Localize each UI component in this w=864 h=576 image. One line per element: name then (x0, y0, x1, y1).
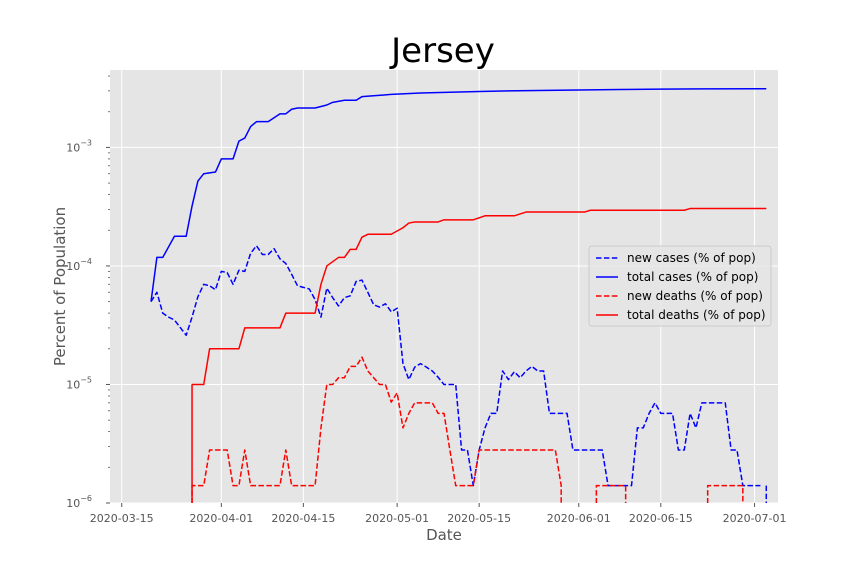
y-tick-label: 10−5 (66, 375, 92, 391)
y-tick-exponent: −3 (80, 138, 92, 147)
x-tick-label: 2020-06-15 (629, 512, 693, 525)
legend-label-new-deaths: new deaths (% of pop) (627, 289, 763, 303)
y-axis: 10−610−510−410−3 (66, 75, 110, 510)
x-axis: 2020-03-15 2020-04-01 2020-04-15 2020-05-01… (90, 503, 787, 525)
legend-frame (588, 245, 772, 327)
x-tick-label: 2020-04-15 (271, 512, 335, 525)
legend-label-new-cases: new cases (% of pop) (627, 251, 756, 265)
series-line-new-cases (150, 245, 768, 503)
legend-label-total-cases: total cases (% of pop) (627, 270, 758, 284)
x-tick-label: 2020-04-01 (189, 512, 253, 525)
y-tick-label: 10−4 (66, 257, 92, 273)
y-tick-exponent: −4 (80, 257, 92, 266)
y-tick-base: 10 (66, 378, 80, 391)
legend: new cases (% of pop) total cases (% of po… (588, 245, 772, 327)
y-tick-base: 10 (66, 260, 80, 273)
series-line-total-cases (150, 87, 767, 302)
chart-title: Jersey (389, 31, 495, 71)
y-tick-exponent: −6 (80, 494, 92, 503)
x-tick-label: 2020-06-01 (547, 512, 611, 525)
y-tick-label: 10−3 (66, 138, 92, 154)
series-line-new-deaths (191, 356, 744, 503)
legend-label-total-deaths: total deaths (% of pop) (627, 308, 766, 322)
y-tick-exponent: −5 (80, 375, 92, 384)
x-tick-label: 2020-05-15 (447, 512, 511, 525)
series-line-total-deaths (191, 207, 767, 503)
x-tick-label: 2020-03-15 (90, 512, 154, 525)
x-axis-title: Date (426, 526, 462, 544)
x-tick-label: 2020-05-01 (365, 512, 429, 525)
series-layer (150, 87, 768, 503)
y-tick-base: 10 (66, 497, 80, 510)
y-tick-base: 10 (66, 141, 80, 154)
x-tick-label: 2020-07-01 (723, 512, 787, 525)
y-axis-title: Percent of Population (51, 207, 69, 366)
y-tick-label: 10−6 (66, 494, 92, 510)
